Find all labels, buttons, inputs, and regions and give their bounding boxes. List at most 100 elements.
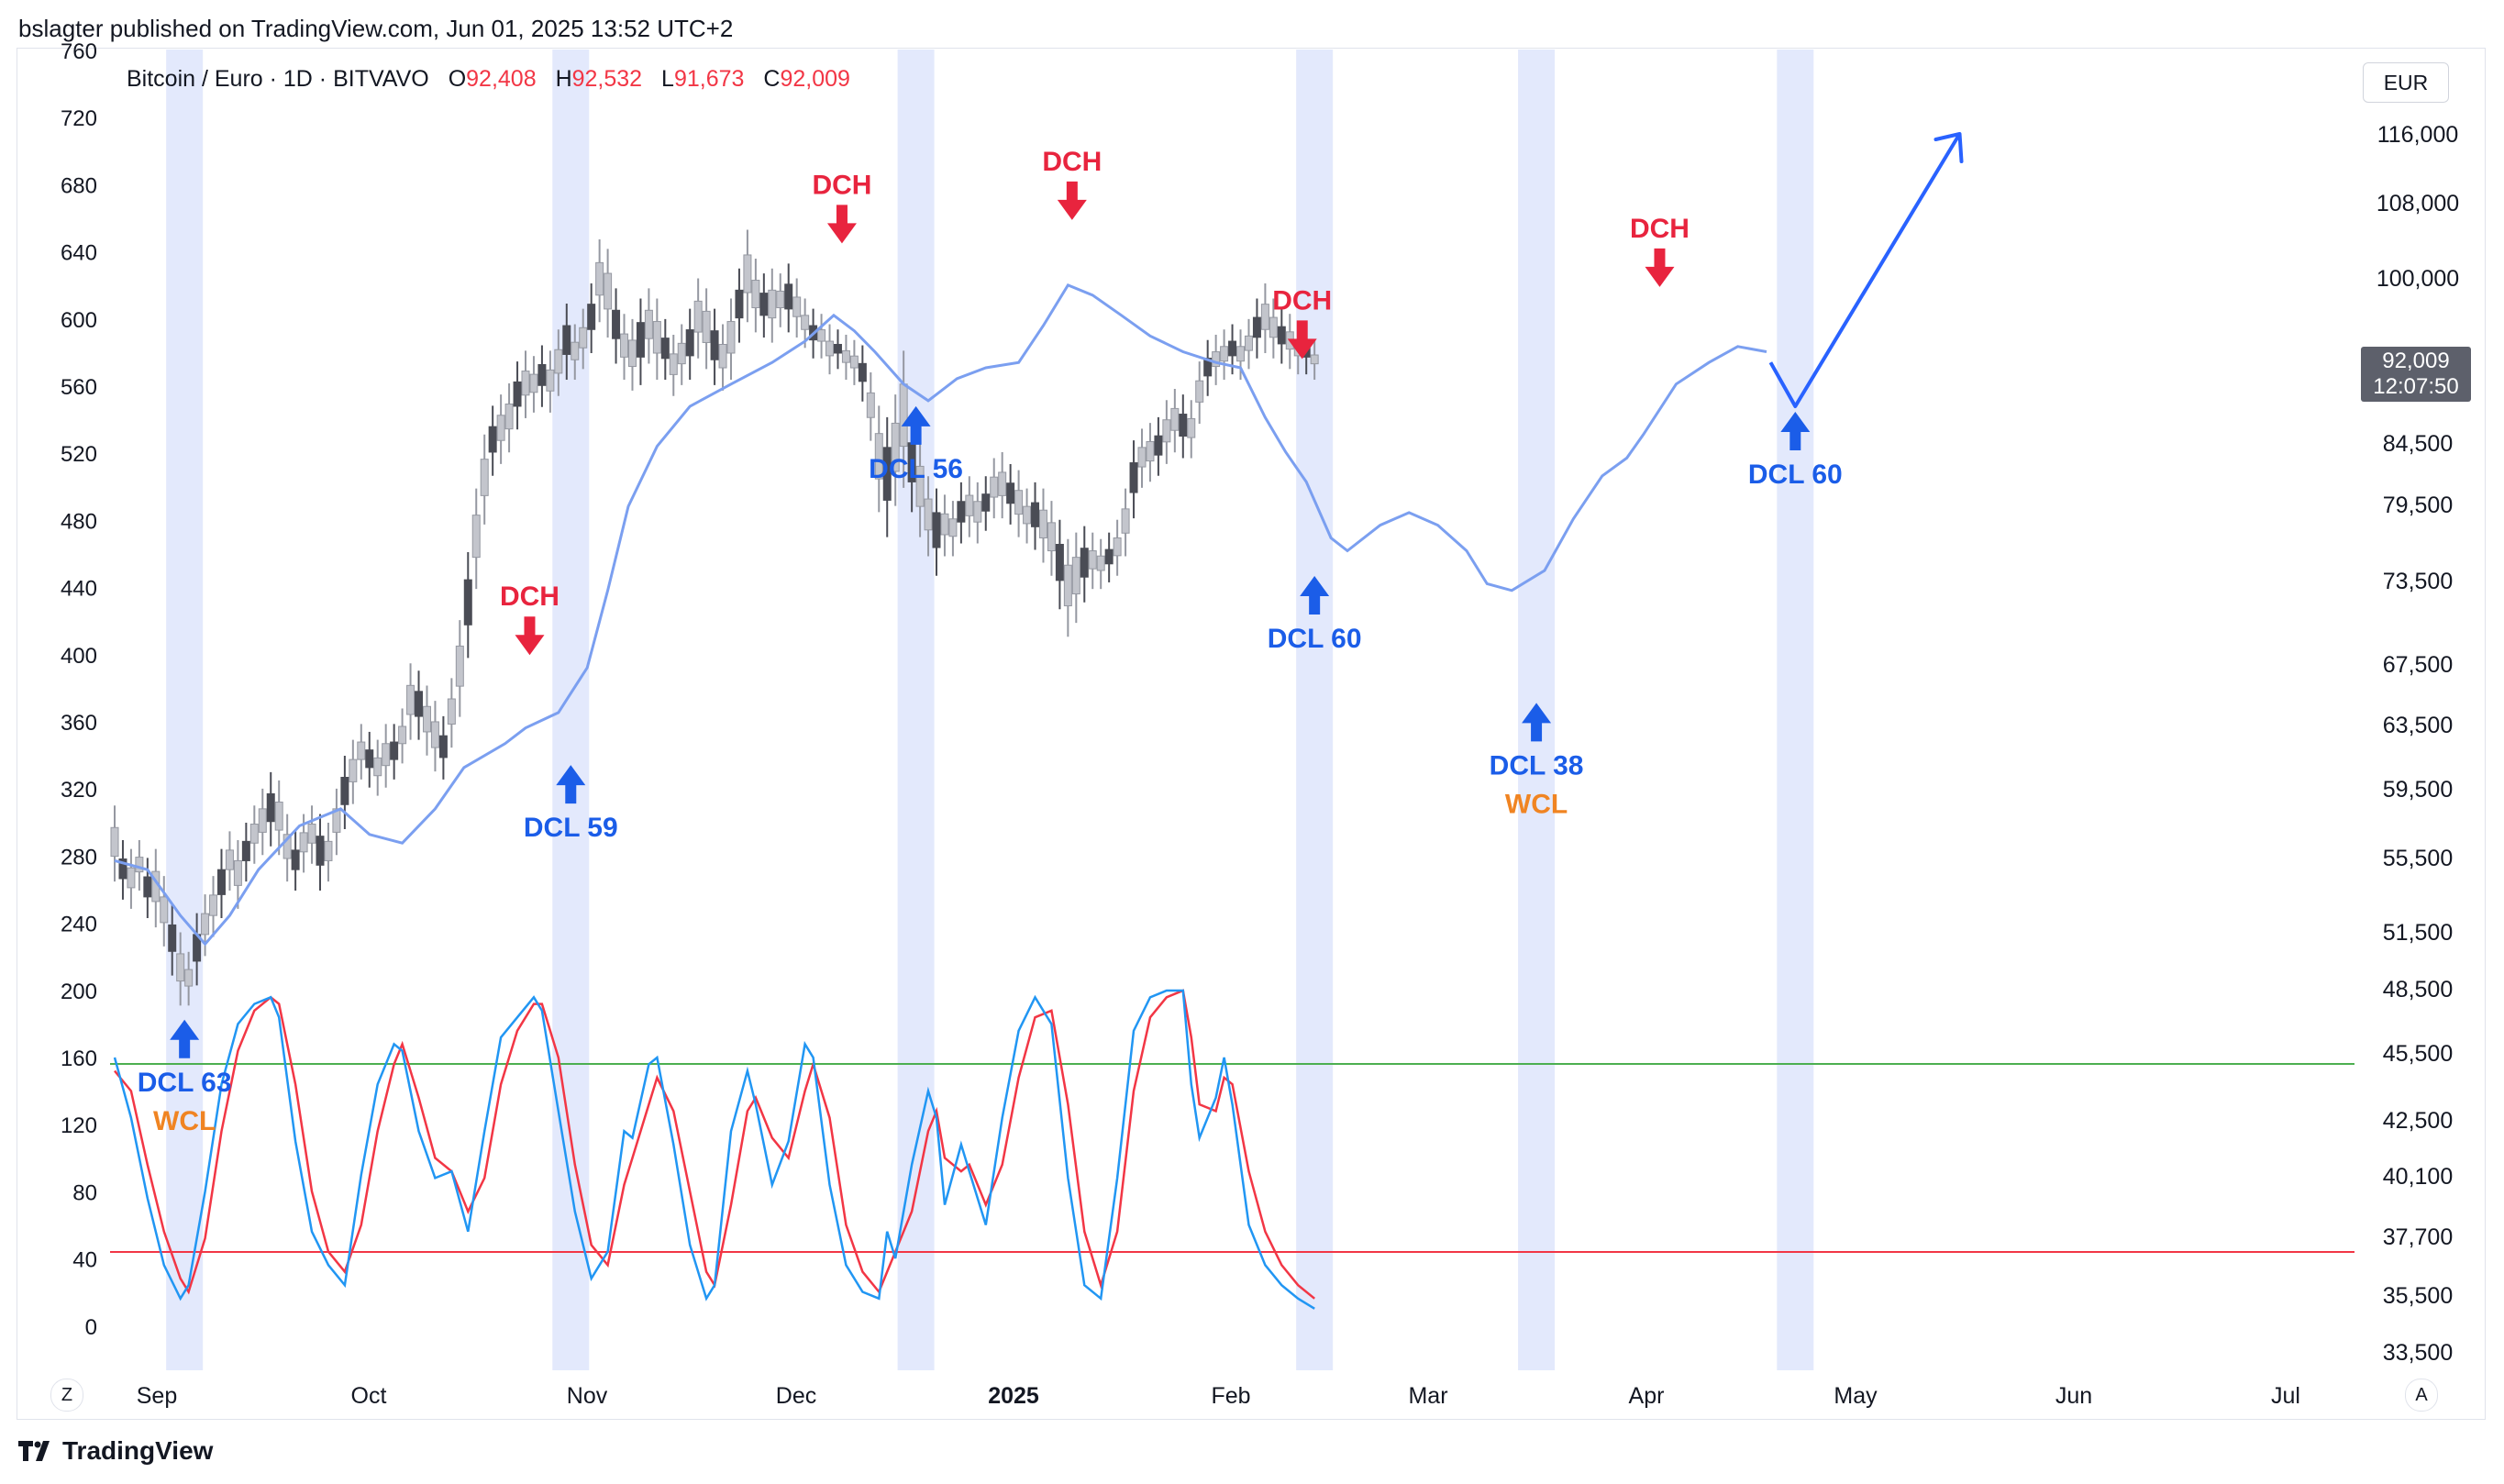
left-axis-tick-label: 600 bbox=[61, 308, 97, 333]
candle-body bbox=[801, 315, 810, 330]
candle bbox=[324, 822, 333, 882]
candle-body bbox=[118, 858, 127, 880]
left-axis-tick-label: 240 bbox=[61, 913, 97, 937]
candle bbox=[595, 238, 604, 323]
candle-body bbox=[127, 867, 136, 889]
candle bbox=[776, 273, 785, 327]
dch-label: DCH bbox=[812, 170, 871, 200]
candle-body bbox=[340, 776, 349, 805]
candle bbox=[365, 731, 374, 788]
candle-body bbox=[488, 426, 497, 453]
candle bbox=[496, 394, 505, 464]
cycle-band bbox=[552, 50, 590, 1370]
left-axis-tick-label: 440 bbox=[61, 577, 97, 602]
candle-body bbox=[940, 513, 949, 536]
candle-body bbox=[398, 725, 407, 745]
zoom-reset-button[interactable]: Z bbox=[50, 1379, 83, 1412]
candle bbox=[1310, 339, 1319, 381]
candle-body bbox=[1228, 340, 1237, 357]
candle bbox=[110, 805, 119, 882]
candle bbox=[258, 788, 267, 856]
dch-marker: DCH bbox=[812, 170, 871, 244]
candle bbox=[882, 416, 892, 537]
candle-body bbox=[1088, 550, 1097, 570]
dch-label: DCH bbox=[500, 581, 560, 612]
left-axis-tick-label: 480 bbox=[61, 509, 97, 534]
candle-body bbox=[1146, 441, 1155, 462]
candle bbox=[751, 259, 760, 333]
candle-body bbox=[1236, 346, 1246, 362]
candle bbox=[1187, 400, 1196, 459]
candle-body bbox=[496, 415, 505, 441]
auto-scale-button[interactable]: A bbox=[2405, 1379, 2438, 1412]
candle bbox=[1162, 400, 1171, 464]
candle bbox=[209, 876, 218, 937]
candle-body bbox=[1154, 435, 1163, 456]
candle bbox=[1129, 440, 1138, 519]
candle-body bbox=[241, 840, 250, 861]
candle bbox=[579, 308, 588, 370]
candle bbox=[274, 780, 283, 856]
candle-body bbox=[866, 392, 875, 418]
candle-body bbox=[595, 261, 604, 296]
high-value: 92,532 bbox=[571, 66, 643, 92]
candle-body bbox=[981, 493, 991, 512]
candle bbox=[924, 476, 933, 557]
candle bbox=[471, 488, 481, 590]
candle-body bbox=[792, 296, 802, 317]
cycle-band bbox=[166, 50, 204, 1370]
candle-body bbox=[546, 369, 555, 392]
candle bbox=[118, 839, 127, 900]
time-tick-label: Sep bbox=[137, 1383, 177, 1409]
candle bbox=[833, 329, 842, 370]
candle-body bbox=[554, 349, 563, 374]
currency-button[interactable]: EUR bbox=[2363, 62, 2449, 103]
candle-body bbox=[612, 309, 621, 339]
candle-body bbox=[110, 826, 119, 858]
cycle-band bbox=[897, 50, 935, 1370]
candle-body bbox=[1006, 482, 1015, 504]
tradingview-logo-icon bbox=[18, 1441, 50, 1461]
candle-body bbox=[382, 743, 391, 767]
left-axis-tick-label: 280 bbox=[61, 845, 97, 869]
candle-body bbox=[1055, 543, 1064, 581]
dcl-label: DCL 59 bbox=[524, 813, 618, 843]
left-axis-tick-label: 80 bbox=[72, 1180, 97, 1205]
candle bbox=[841, 334, 850, 381]
candle bbox=[537, 345, 547, 407]
candle bbox=[858, 345, 867, 402]
candle bbox=[398, 708, 407, 764]
candle bbox=[652, 298, 661, 381]
candle-body bbox=[627, 339, 637, 368]
candle-body bbox=[1129, 462, 1138, 493]
candle-body bbox=[841, 349, 850, 363]
candle-body bbox=[1023, 505, 1032, 525]
price-tick-label: 59,500 bbox=[2383, 777, 2453, 803]
candle-body bbox=[521, 371, 530, 396]
left-axis-tick-label: 160 bbox=[61, 1047, 97, 1071]
projection-arrowhead-icon bbox=[1933, 132, 1964, 163]
candle bbox=[283, 814, 292, 882]
candle bbox=[817, 314, 826, 359]
candle-body bbox=[726, 321, 736, 354]
time-tick-label: Oct bbox=[351, 1383, 387, 1409]
candle-body bbox=[307, 824, 316, 844]
candle bbox=[176, 932, 185, 1006]
candle bbox=[357, 724, 366, 780]
candle bbox=[225, 831, 234, 891]
candle-body bbox=[249, 824, 259, 844]
down-arrow-icon bbox=[1287, 320, 1317, 360]
candle bbox=[455, 620, 464, 717]
candle-body bbox=[973, 501, 982, 523]
candle-body bbox=[562, 325, 571, 355]
time-tick-label: Feb bbox=[1211, 1383, 1250, 1409]
candle-body bbox=[587, 304, 596, 330]
candle bbox=[1195, 361, 1204, 425]
candle bbox=[768, 268, 777, 343]
dch-marker: DCH bbox=[1630, 214, 1690, 287]
candle-body bbox=[1179, 414, 1188, 437]
candle-body bbox=[1220, 346, 1229, 362]
candle-body bbox=[447, 698, 456, 725]
low-value: 91,673 bbox=[673, 66, 745, 92]
